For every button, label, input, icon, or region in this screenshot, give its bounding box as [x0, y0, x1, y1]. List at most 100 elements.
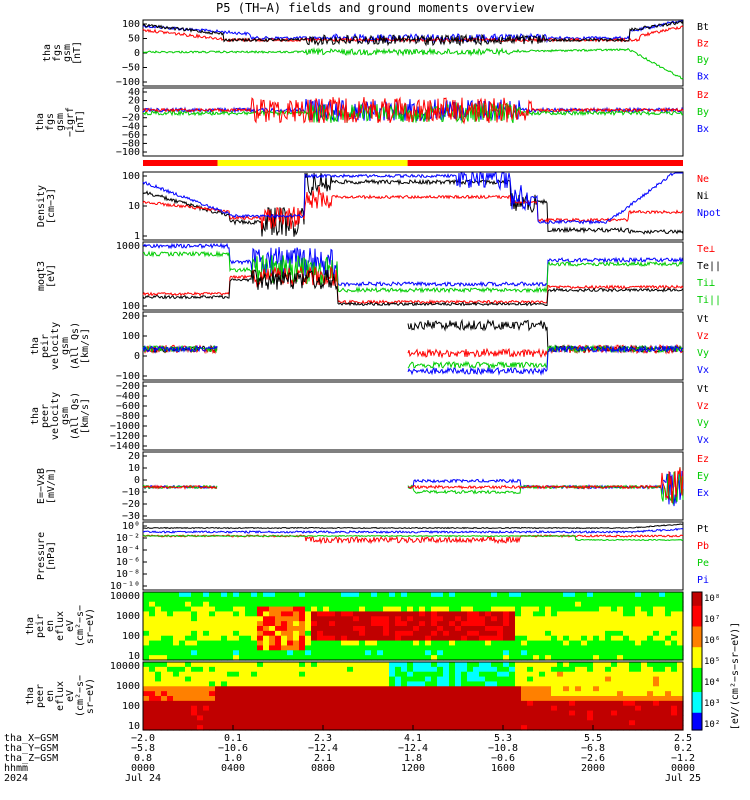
spectrogram-cell — [551, 700, 558, 707]
spectrogram-cell — [629, 700, 636, 707]
spectrogram-cell — [197, 725, 204, 731]
ylabel-vi: tha peir velocity gsm (All Qs) [km/s] — [30, 322, 91, 370]
spectrogram-cell — [431, 601, 438, 608]
series-pb — [142, 534, 684, 545]
spectrogram-cell — [209, 666, 216, 673]
spectrogram-cell — [569, 645, 576, 651]
spectrogram-cell — [575, 592, 582, 598]
spectrogram-cell — [533, 710, 540, 717]
spectrogram-cell — [635, 645, 642, 651]
spectrogram-cell — [215, 725, 222, 731]
spectrogram-cell — [617, 710, 624, 717]
spectrogram-cell — [167, 681, 174, 687]
spectrogram-cell — [539, 681, 546, 687]
spectrogram-cell — [479, 720, 486, 726]
spectrogram-cell — [317, 650, 324, 656]
spectrogram-cell — [605, 671, 612, 678]
spectrogram-cell — [551, 621, 558, 627]
spectrogram-cell — [383, 725, 390, 731]
spectrogram-cell — [485, 710, 492, 717]
spectrogram-cell — [665, 686, 672, 692]
spectrogram-cell — [581, 720, 588, 726]
spectrogram-cell — [461, 705, 468, 712]
spectrogram-cell — [227, 705, 234, 712]
spectrogram-cell — [335, 710, 342, 717]
spectrogram-cell — [545, 666, 552, 673]
spectrogram-cell — [455, 616, 462, 622]
spectrogram-cell — [197, 686, 204, 692]
spectrogram-cell — [371, 611, 378, 617]
spectrogram-cell — [167, 616, 174, 622]
spectrogram-cell — [383, 700, 390, 707]
spectrogram-cell — [575, 596, 582, 603]
spectrogram-cell — [527, 616, 534, 622]
spectrogram-cell — [485, 611, 492, 617]
spectrogram-cell — [335, 621, 342, 627]
spectrogram-cell — [257, 630, 264, 637]
spectrogram-cell — [311, 681, 318, 687]
spectrogram-cell — [185, 710, 192, 717]
spectrogram-cell — [575, 601, 582, 608]
spectrogram-cell — [275, 681, 282, 687]
spectrogram-cell — [467, 710, 474, 717]
spectrogram-cell — [665, 650, 672, 656]
spectrogram-cell — [287, 681, 294, 687]
spectrogram-cell — [173, 596, 180, 603]
spectrogram-cell — [431, 635, 438, 642]
spectrogram-cell — [305, 725, 312, 731]
spectrogram-cell — [245, 592, 252, 598]
spectrogram-cell — [449, 621, 456, 627]
spectrogram-cell — [251, 681, 258, 687]
spectrogram-cell — [353, 715, 360, 721]
spectrogram-cell — [257, 666, 264, 673]
spectrogram-cell — [317, 686, 324, 692]
spectrogram-cell — [623, 606, 630, 613]
legend-bfgs: Bz — [697, 39, 709, 50]
spectrogram-cell — [419, 720, 426, 726]
series-npot — [142, 171, 683, 225]
spectrogram-cell — [569, 650, 576, 656]
spectrogram-cell — [509, 681, 516, 687]
spectrogram-cell — [149, 725, 156, 731]
spectrogram-cell — [149, 691, 156, 697]
spectrogram-cell — [557, 606, 564, 613]
spectrogram-cell — [443, 626, 450, 632]
spectrogram-cell — [365, 601, 372, 608]
spectrogram-cell — [413, 696, 420, 702]
spectrogram-cell — [503, 681, 510, 687]
spectrogram-cell — [461, 601, 468, 608]
spectrogram-cell — [677, 621, 684, 627]
spectrogram-cell — [569, 676, 576, 683]
spectrogram-cell — [437, 705, 444, 712]
spectrogram-cell — [467, 592, 474, 598]
footer-value: 2.1 — [313, 753, 333, 764]
spectrogram-cell — [383, 655, 390, 661]
spectrogram-cell — [593, 705, 600, 712]
spectrogram-cell — [509, 686, 516, 692]
spectrogram-cell — [245, 640, 252, 647]
spectrogram-cell — [365, 592, 372, 598]
footer-value: 0.1 — [223, 733, 243, 744]
colorbar-step — [692, 623, 702, 628]
spectrogram-cell — [497, 710, 504, 717]
spectrogram-cell — [173, 710, 180, 717]
spectrogram-cell — [569, 592, 576, 598]
spectrogram-cell — [215, 635, 222, 642]
spectrogram-cell — [299, 611, 306, 617]
spectrogram-cell — [557, 666, 564, 673]
spectrogram-cell — [539, 645, 546, 651]
spectrogram-cell — [557, 696, 564, 702]
spectrogram-cell — [467, 715, 474, 721]
spectrogram-cell — [629, 650, 636, 656]
spectrogram-cell — [473, 596, 480, 603]
spectrogram-cell — [215, 601, 222, 608]
spectrogram-cell — [437, 710, 444, 717]
spectrogram-cell — [371, 715, 378, 721]
spectrogram-cell — [353, 710, 360, 717]
spectrogram-cell — [245, 710, 252, 717]
spectrogram-cell — [323, 621, 330, 627]
spectrogram-cell — [299, 616, 306, 622]
spectrogram-cell — [617, 686, 624, 692]
spectrogram-cell — [581, 710, 588, 717]
spectrogram-cell — [197, 596, 204, 603]
